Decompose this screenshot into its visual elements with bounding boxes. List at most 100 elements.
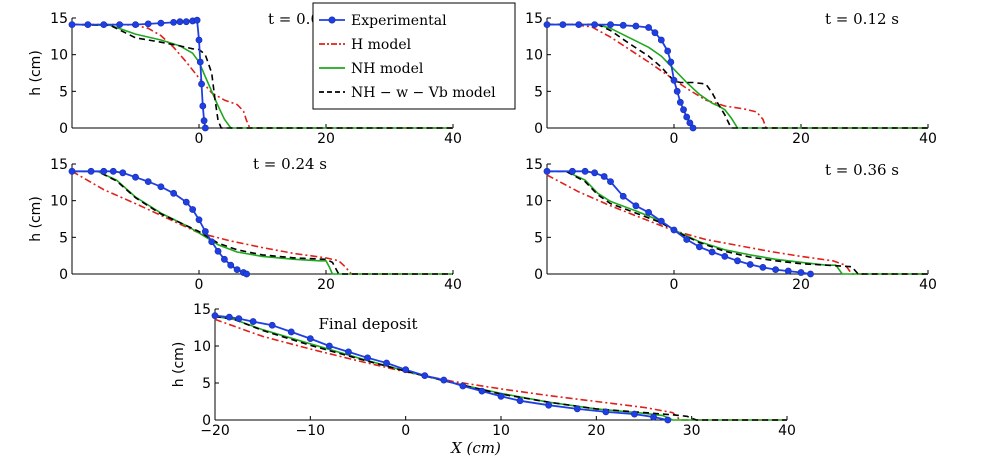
data-point <box>575 21 583 28</box>
data-point <box>680 106 687 114</box>
data-point <box>689 124 697 132</box>
data-point <box>211 312 219 320</box>
data-point <box>619 192 627 200</box>
data-point <box>759 263 767 271</box>
data-point <box>201 228 209 235</box>
data-point <box>220 255 228 263</box>
y-tick-label: 5 <box>534 84 543 100</box>
data-point <box>195 216 203 224</box>
panel-t4: 0 5 10 15 0 20 40 t = 0.36 s <box>525 157 937 293</box>
data-point <box>68 167 76 175</box>
data-point <box>440 376 448 384</box>
y-tick-label: 5 <box>59 84 68 100</box>
y-tick-label: 5 <box>534 230 543 246</box>
data-point <box>132 21 139 28</box>
panel-annotation: t = 0.36 s <box>825 161 899 179</box>
data-point <box>109 167 117 175</box>
x-tick-label: 30 <box>683 423 701 439</box>
y-tick-label: 10 <box>50 194 68 210</box>
x-tick-label: 0 <box>670 277 679 293</box>
panel-annotation: Final deposit <box>318 315 417 333</box>
series-line-nh-w-vb-model <box>72 170 453 275</box>
y-tick-label: 0 <box>534 267 543 283</box>
data-point <box>402 366 410 374</box>
legend-box <box>312 2 516 110</box>
data-point <box>157 183 165 191</box>
x-tick-label: 10 <box>492 423 510 439</box>
data-point <box>632 22 640 30</box>
data-point <box>459 382 467 390</box>
x-tick-label: −10 <box>296 423 326 439</box>
y-tick-label: 10 <box>525 48 543 64</box>
x-tick-label: 20 <box>317 131 335 147</box>
data-point <box>746 261 754 268</box>
data-point <box>797 269 805 276</box>
data-point <box>364 354 371 362</box>
data-point <box>189 206 197 213</box>
panel-t2: 0 5 10 15 0 20 40 t = 0.12 s <box>525 10 937 147</box>
series-line-h-model <box>546 174 928 275</box>
data-point <box>657 217 665 225</box>
x-tick-label: 20 <box>317 277 335 293</box>
data-point <box>227 261 235 269</box>
data-point <box>214 247 222 255</box>
data-point <box>119 169 127 177</box>
data-point <box>734 257 741 265</box>
data-point <box>543 21 551 28</box>
data-point <box>619 21 627 29</box>
data-point <box>421 372 429 379</box>
data-point <box>157 19 165 27</box>
data-point <box>573 405 581 413</box>
x-tick-label: 0 <box>195 131 204 147</box>
data-point <box>198 80 205 88</box>
x-tick-label: 0 <box>195 277 204 293</box>
series-line-experimental <box>72 19 207 129</box>
data-point <box>631 410 638 418</box>
y-tick-label: 0 <box>534 121 543 137</box>
data-point <box>591 169 599 177</box>
data-point <box>144 20 152 28</box>
data-point <box>683 236 691 243</box>
y-tick-label: 5 <box>59 230 68 246</box>
data-point <box>667 58 675 66</box>
data-point <box>664 47 672 55</box>
data-point <box>772 266 779 273</box>
data-point <box>100 21 108 28</box>
data-point <box>581 167 589 175</box>
y-tick-label: 10 <box>525 194 543 210</box>
data-point <box>199 102 207 110</box>
y-tick-label: 15 <box>50 11 68 27</box>
data-point <box>116 21 124 28</box>
x-tick-label: 40 <box>778 423 796 439</box>
data-point <box>87 167 95 175</box>
data-point <box>645 24 652 31</box>
data-point <box>243 270 251 278</box>
legend-label: NH − w − Vb model <box>351 85 496 101</box>
data-point <box>208 238 216 246</box>
y-tick-label: 10 <box>50 48 68 64</box>
series-line-experimental <box>547 23 694 129</box>
data-point <box>650 413 657 421</box>
series-line-experimental <box>214 314 668 421</box>
data-point <box>176 18 184 26</box>
panel-t3: 0 5 10 15 0 20 40 h (cm) t = 0.24 s <box>28 155 462 293</box>
panel-final: 0 5 10 15 −20 −10 0 10 20 30 40 h (cm) X (cm) Final d… <box>171 302 796 457</box>
data-point <box>607 21 614 28</box>
series-line-nh-w-vb-model <box>547 23 928 129</box>
series-line-nh-model <box>547 23 928 129</box>
x-tick-label: 0 <box>670 131 679 147</box>
data-point <box>84 21 92 28</box>
legend-label: H model <box>351 37 412 53</box>
data-point <box>201 124 209 132</box>
data-point <box>607 178 614 185</box>
y-tick-label: 15 <box>193 302 211 318</box>
data-point <box>196 58 204 66</box>
series-line-nh-model <box>214 315 787 421</box>
x-tick-label: 40 <box>444 277 462 293</box>
data-point <box>100 167 108 175</box>
data-point <box>287 328 295 336</box>
y-tick-label: 10 <box>193 339 211 355</box>
x-tick-label: 40 <box>444 131 462 147</box>
panel-annotation: t = 0.24 s <box>253 155 327 173</box>
